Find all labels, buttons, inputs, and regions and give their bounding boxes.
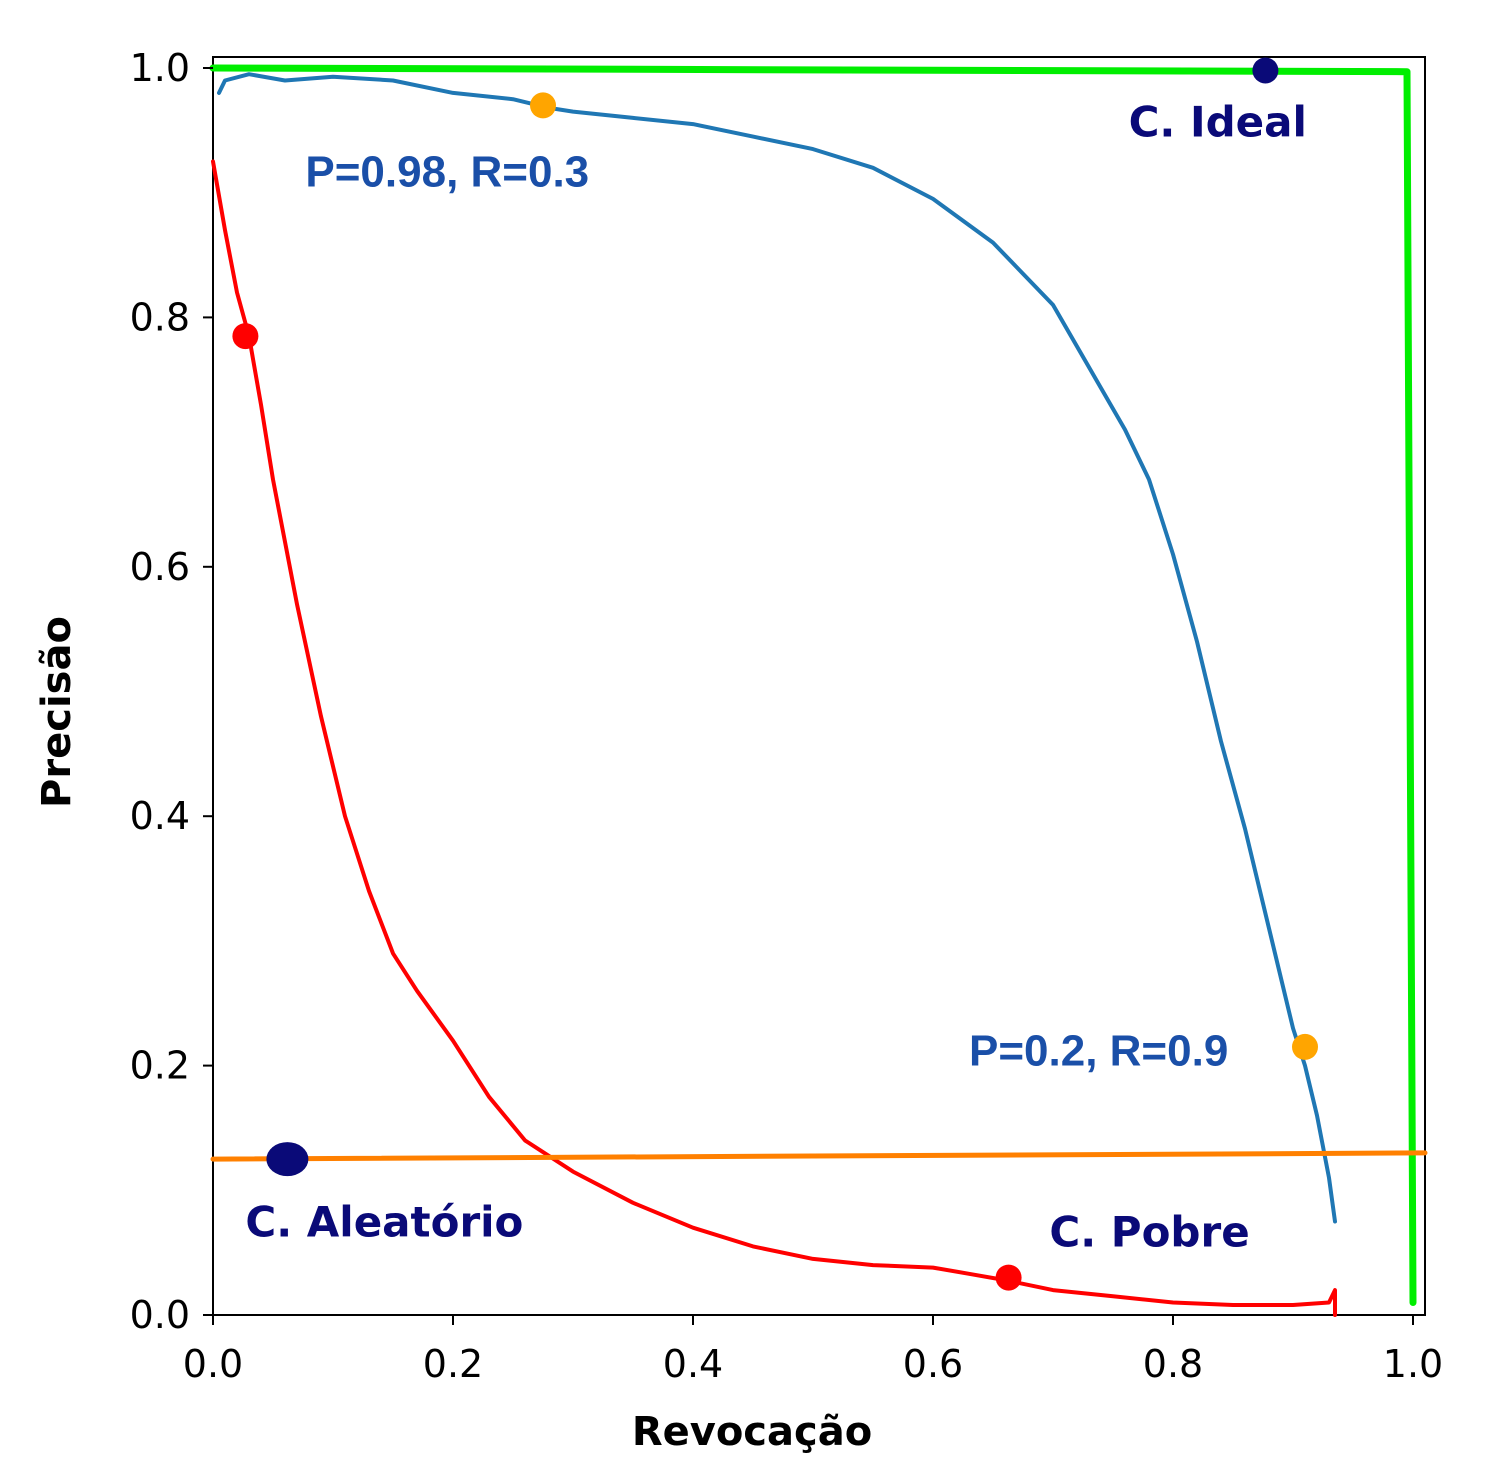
- x-axis-title: Revocação: [632, 1409, 872, 1455]
- series-line-1: [217, 72, 1337, 1224]
- y-axis-title: Precisão: [34, 616, 80, 808]
- y-tick-label: 0.6: [130, 545, 190, 589]
- x-tick-label: 0.0: [183, 1342, 243, 1386]
- annotation-label-5: C. Pobre: [1049, 1207, 1249, 1256]
- data-point-1: [530, 92, 556, 119]
- data-point-6: [266, 1142, 309, 1177]
- series-layer: [209, 64, 1428, 1317]
- y-tick-label: 0.8: [130, 295, 190, 339]
- annotations-layer: C. Ideal P=0.98, R=0.3 P=0.2, R=0.9 C. Alea…: [245, 98, 1307, 1257]
- data-point-2: [1292, 1033, 1318, 1060]
- x-tick-label: 0.4: [663, 1342, 723, 1386]
- data-point-3: [232, 323, 259, 350]
- x-tick-label: 1.0: [1383, 1342, 1443, 1386]
- annotation-label-2: P=0.98, R=0.3: [305, 147, 589, 196]
- plot-frame: [212, 56, 1426, 1316]
- y-tick-label: 0.2: [130, 1044, 190, 1088]
- y-tick-label: 1.0: [130, 46, 190, 90]
- series-line-2: [211, 159, 1337, 1317]
- x-axis-ticks: 0.0 0.2 0.4 0.6 0.8 1.0: [183, 1315, 1443, 1386]
- annotation-label-1: C. Ideal: [1129, 98, 1307, 147]
- y-tick-label: 0.0: [130, 1293, 190, 1337]
- data-point-5: [1252, 57, 1279, 84]
- x-tick-label: 0.8: [1143, 1342, 1203, 1386]
- x-tick-label: 0.6: [903, 1342, 963, 1386]
- annotation-label-4: C. Aleatório: [245, 1197, 523, 1246]
- annotation-label-3: P=0.2, R=0.9: [969, 1027, 1228, 1076]
- data-point-4: [995, 1264, 1022, 1291]
- y-axis-ticks: 0.0 0.2 0.4 0.6 0.8 1.0: [130, 46, 213, 1337]
- series-line-4: [210, 1150, 1428, 1162]
- y-tick-label: 0.4: [130, 794, 190, 838]
- x-tick-label: 0.2: [423, 1342, 483, 1386]
- series-line-3: [209, 64, 1417, 1306]
- points-layer: [232, 57, 1318, 1291]
